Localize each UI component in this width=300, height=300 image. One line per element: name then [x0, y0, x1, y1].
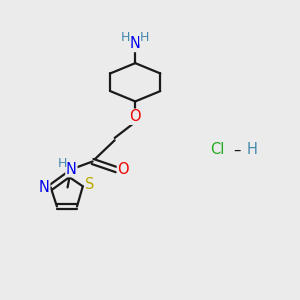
Text: Cl: Cl — [211, 142, 225, 158]
Text: S: S — [85, 177, 94, 192]
Text: H: H — [246, 142, 257, 158]
Text: –: – — [233, 142, 241, 158]
Text: O: O — [117, 162, 129, 177]
Text: N: N — [39, 180, 50, 195]
Text: O: O — [130, 109, 141, 124]
Text: H: H — [121, 31, 130, 44]
Text: N: N — [130, 37, 141, 52]
Text: H: H — [140, 31, 149, 44]
Text: H: H — [57, 157, 67, 170]
Text: N: N — [66, 162, 77, 177]
